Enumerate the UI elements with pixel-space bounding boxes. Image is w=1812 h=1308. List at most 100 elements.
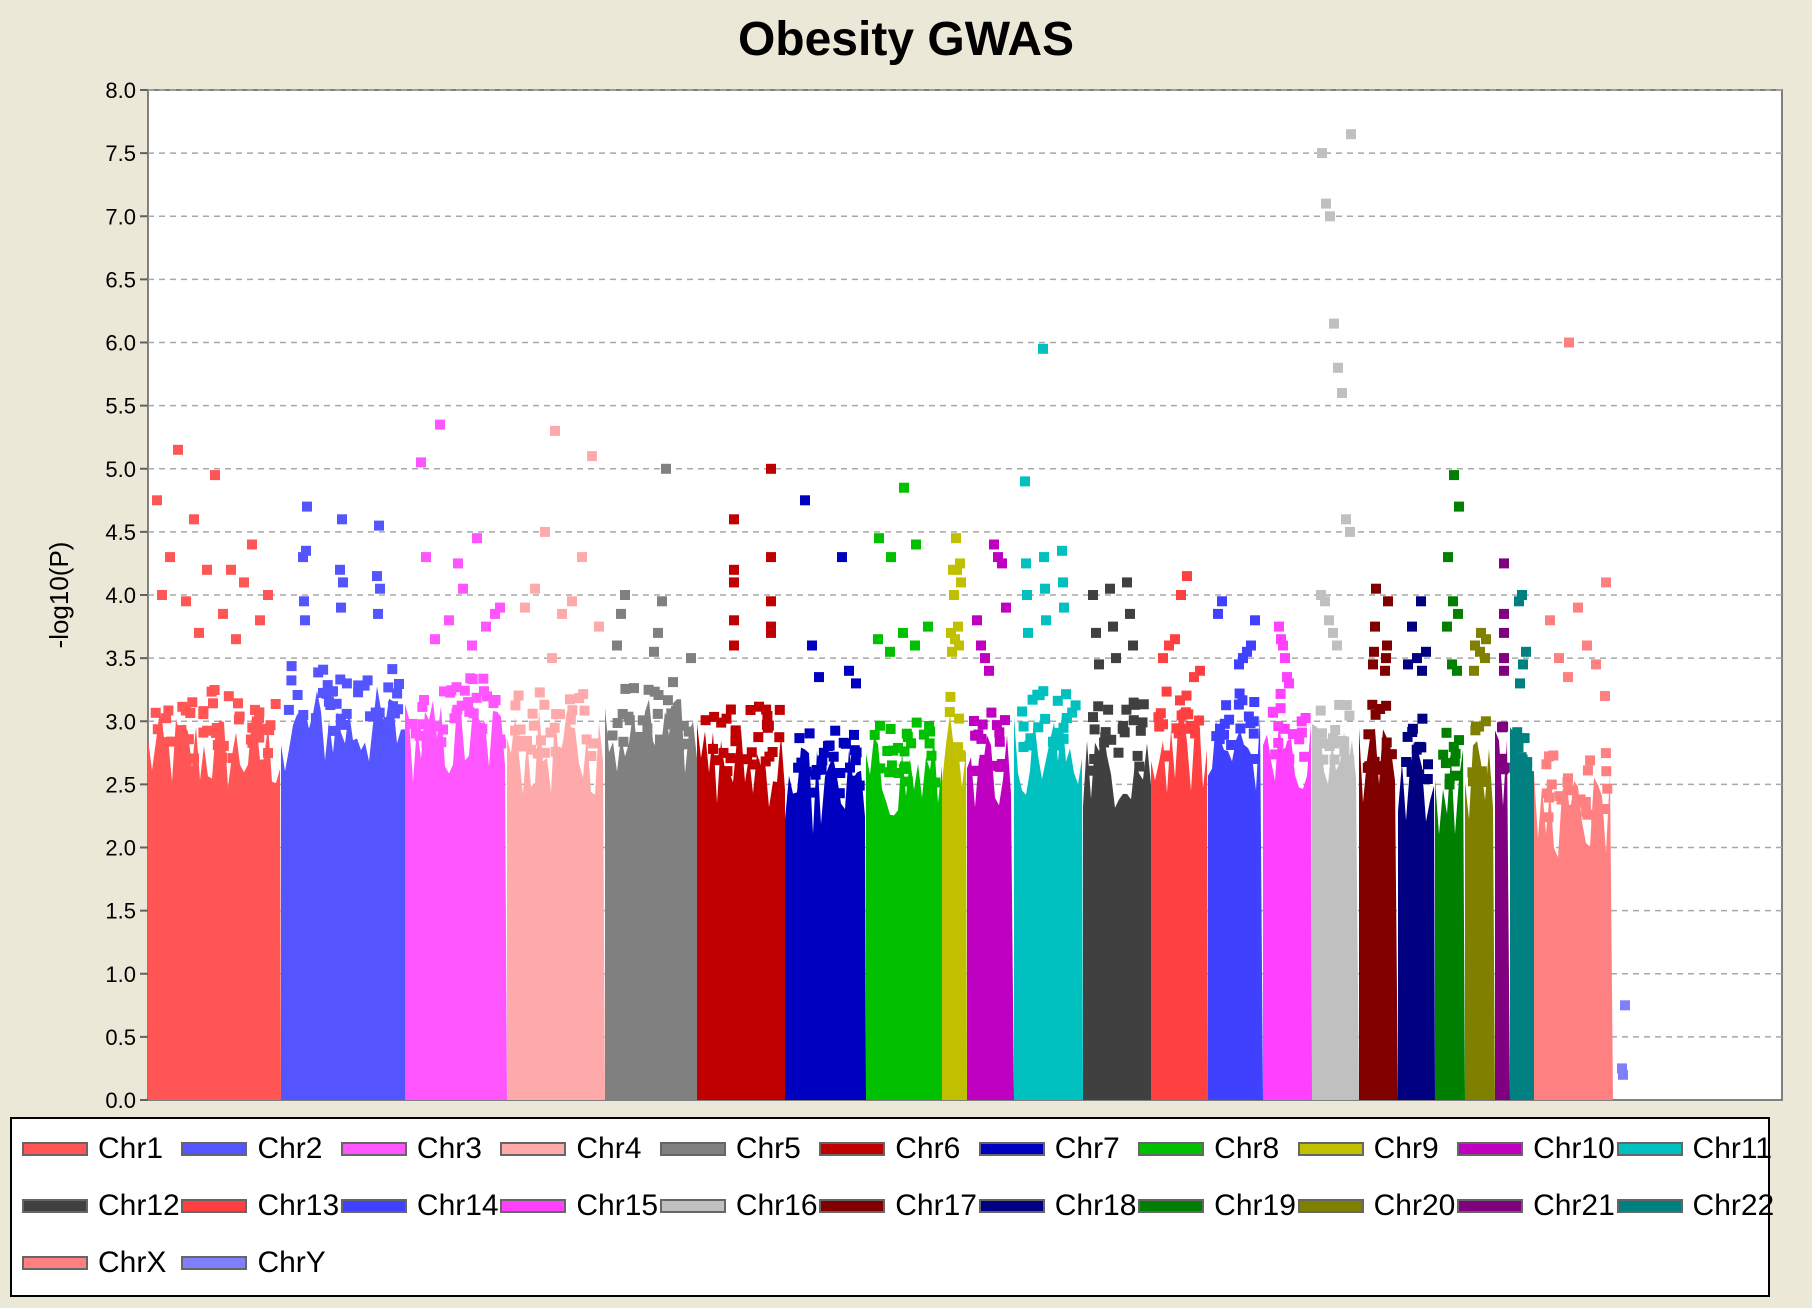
data-point — [767, 747, 778, 757]
data-point — [1499, 627, 1509, 638]
data-point — [1337, 388, 1347, 398]
data-point — [588, 738, 599, 749]
legend-swatch — [1457, 1142, 1524, 1156]
data-point — [637, 715, 648, 726]
data-point — [1329, 754, 1340, 765]
data-point — [1137, 717, 1148, 728]
legend-label: Chr15 — [576, 1189, 659, 1222]
series-chrx — [1534, 337, 1613, 1100]
data-point — [1058, 722, 1069, 733]
data-point — [1333, 362, 1343, 373]
data-point — [851, 678, 861, 689]
data-point — [1416, 596, 1426, 607]
data-point — [1470, 640, 1480, 651]
data-point — [181, 596, 191, 607]
data-point — [868, 778, 879, 789]
data-point — [477, 724, 488, 734]
data-point — [362, 675, 373, 686]
data-point — [1517, 590, 1527, 600]
data-point — [451, 682, 462, 693]
data-point — [1001, 602, 1011, 613]
data-point — [805, 787, 816, 798]
data-point — [635, 739, 646, 750]
point-cloud — [1534, 773, 1613, 1100]
data-point — [1541, 759, 1552, 770]
data-point — [774, 704, 785, 715]
data-point — [1061, 713, 1072, 723]
point-cloud — [1263, 721, 1312, 1100]
data-point — [828, 751, 839, 762]
data-point — [539, 699, 550, 710]
data-point — [994, 727, 1005, 738]
data-point — [1287, 729, 1298, 740]
legend-item-chr18: Chr18 — [978, 1186, 1136, 1226]
data-point — [438, 724, 448, 735]
data-point — [1341, 700, 1352, 711]
data-point — [1088, 712, 1098, 723]
data-point — [1249, 697, 1260, 707]
data-point — [1476, 768, 1487, 779]
data-point — [1194, 715, 1205, 726]
data-point — [1448, 741, 1459, 752]
data-point — [1024, 740, 1035, 751]
y-tick-label: 1.5 — [105, 899, 136, 924]
series-chr13 — [1151, 571, 1208, 1100]
data-point — [1591, 813, 1602, 823]
data-point — [185, 708, 196, 718]
legend-swatch — [659, 1142, 726, 1156]
data-point — [918, 729, 929, 740]
data-point — [292, 690, 303, 700]
data-point — [1339, 746, 1350, 757]
data-point — [976, 640, 986, 651]
data-point — [683, 726, 694, 737]
data-point — [1273, 721, 1284, 732]
data-point — [1121, 704, 1132, 715]
legend-swatch — [500, 1199, 567, 1213]
data-point — [296, 720, 307, 731]
data-point — [1601, 577, 1611, 588]
data-point — [774, 732, 785, 743]
data-point — [668, 677, 678, 688]
data-point — [1061, 689, 1071, 700]
data-point — [655, 734, 665, 745]
data-point — [445, 687, 456, 698]
data-point — [1111, 653, 1121, 664]
data-point — [1134, 761, 1145, 772]
data-point — [664, 714, 675, 725]
data-point — [375, 583, 385, 594]
data-point — [353, 687, 364, 698]
data-point — [902, 776, 913, 787]
data-point — [226, 564, 236, 575]
data-point — [1158, 653, 1168, 664]
legend-item-chr8: Chr8 — [1138, 1129, 1279, 1169]
data-point — [1545, 615, 1555, 626]
data-point — [766, 621, 776, 632]
data-point — [313, 667, 324, 678]
data-point — [997, 558, 1007, 569]
data-point — [885, 646, 895, 657]
data-point — [210, 470, 220, 481]
data-point — [1317, 728, 1327, 739]
legend-label: Chr7 — [1054, 1132, 1120, 1165]
data-point — [1275, 703, 1286, 714]
data-point — [1278, 748, 1289, 759]
legend-label: Chr3 — [416, 1132, 482, 1165]
data-point — [1274, 621, 1284, 632]
data-point — [527, 708, 538, 719]
data-point — [513, 690, 524, 701]
data-point — [926, 750, 937, 761]
data-point — [557, 608, 567, 619]
data-point — [1190, 728, 1201, 739]
data-point — [643, 684, 654, 695]
data-point — [911, 539, 921, 550]
data-point — [623, 711, 634, 722]
data-point — [1275, 688, 1286, 699]
legend-label: Chr5 — [735, 1132, 801, 1165]
data-point — [700, 715, 711, 726]
series-chr19 — [1435, 470, 1465, 1100]
data-point — [247, 539, 257, 550]
legend-item-chr22: Chr22 — [1616, 1186, 1774, 1226]
data-point — [161, 713, 172, 724]
y-tick-label: 7.0 — [105, 204, 136, 229]
legend-label: Chr13 — [257, 1189, 340, 1222]
